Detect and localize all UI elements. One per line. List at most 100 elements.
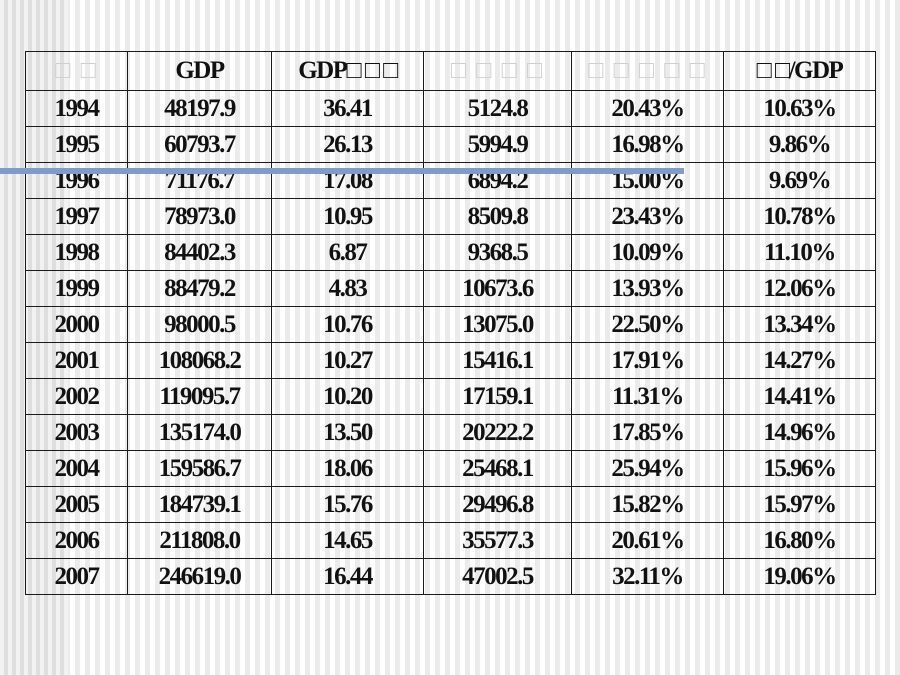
ratio-cell: 13.34% [723,306,876,343]
col3-cell: 29496.8 [423,486,572,523]
gdp-growth-cell: 36.41 [271,90,424,127]
table-row: 2001 108068.2 10.27 15416.1 17.91% 14.27% [25,342,876,379]
col4-cell: 16.98% [571,126,724,163]
col4-cell: 23.43% [571,198,724,235]
gdp-cell: 84402.3 [127,234,272,271]
data-table: □ □ GDP GDP□ □ □ □ □ □ □ □ □ □ □ □ □ □/G… [25,51,876,595]
col4-cell: 22.50% [571,306,724,343]
col3-cell: 10673.6 [423,270,572,307]
table-row: 2000 98000.5 10.76 13075.0 22.50% 13.34% [25,306,876,343]
col4-cell: 15.82% [571,486,724,523]
col3-cell: 9368.5 [423,234,572,271]
col4-cell: 11.31% [571,378,724,415]
gdp-cell: 119095.7 [127,378,272,415]
year-cell: 2002 [25,378,128,415]
year-cell: 1998 [25,234,128,271]
header-col4-label: □ □ □ □ □ [588,57,707,84]
ratio-cell: 15.97% [723,486,876,523]
col3-cell: 5124.8 [423,90,572,127]
gdp-growth-cell: 10.20 [271,378,424,415]
col4-cell: 32.11% [571,558,724,595]
col3-cell: 15416.1 [423,342,572,379]
year-cell: 1995 [25,126,128,163]
ratio-cell: 14.27% [723,342,876,379]
table-row: 2004 159586.7 18.06 25468.1 25.94% 15.96% [25,450,876,487]
header-gdp: GDP [127,51,272,91]
table-row: 1998 84402.3 6.87 9368.5 10.09% 11.10% [25,234,876,271]
gdp-growth-cell: 18.06 [271,450,424,487]
year-cell: 2004 [25,450,128,487]
col4-cell: 10.09% [571,234,724,271]
ratio-cell: 16.80% [723,522,876,559]
ratio-cell: 9.69% [723,162,876,199]
table-row: 2002 119095.7 10.20 17159.1 11.31% 14.41% [25,378,876,415]
year-cell: 2006 [25,522,128,559]
col3-cell: 5994.9 [423,126,572,163]
header-year-label: □ □ [55,57,98,84]
gdp-cell: 60793.7 [127,126,272,163]
gdp-cell: 78973.0 [127,198,272,235]
gdp-growth-cell: 14.65 [271,522,424,559]
header-ratio-gdp: □ □/GDP [723,51,876,91]
year-cell: 2001 [25,342,128,379]
gdp-growth-cell: 10.76 [271,306,424,343]
gdp-cell: 135174.0 [127,414,272,451]
gdp-cell: 159586.7 [127,450,272,487]
ratio-cell: 10.63% [723,90,876,127]
header-col4: □ □ □ □ □ [571,51,724,91]
table-container: □ □ GDP GDP□ □ □ □ □ □ □ □ □ □ □ □ □ □/G… [25,51,876,595]
header-year: □ □ [25,51,128,91]
year-cell: 1999 [25,270,128,307]
gdp-growth-cell: 13.50 [271,414,424,451]
year-cell: 2003 [25,414,128,451]
gdp-growth-cell: 26.13 [271,126,424,163]
col4-cell: 25.94% [571,450,724,487]
table-row: 1994 48197.9 36.41 5124.8 20.43% 10.63% [25,90,876,127]
year-cell: 2007 [25,558,128,595]
gdp-cell: 108068.2 [127,342,272,379]
ratio-cell: 11.10% [723,234,876,271]
ratio-cell: 10.78% [723,198,876,235]
table-row: 2006 211808.0 14.65 35577.3 20.61% 16.80% [25,522,876,559]
col3-cell: 47002.5 [423,558,572,595]
year-cell: 1997 [25,198,128,235]
gdp-growth-cell: 6.87 [271,234,424,271]
table-row: 1995 60793.7 26.13 5994.9 16.98% 9.86% [25,126,876,163]
table-body: 1994 48197.9 36.41 5124.8 20.43% 10.63% 1995 60… [25,90,876,595]
col4-cell: 20.61% [571,522,724,559]
accent-line [0,168,684,174]
gdp-cell: 211808.0 [127,522,272,559]
table-row: 2005 184739.1 15.76 29496.8 15.82% 15.97% [25,486,876,523]
col4-cell: 17.91% [571,342,724,379]
ratio-cell: 15.96% [723,450,876,487]
year-cell: 2000 [25,306,128,343]
gdp-cell: 98000.5 [127,306,272,343]
gdp-cell: 88479.2 [127,270,272,307]
year-cell: 1994 [25,90,128,127]
gdp-growth-cell: 15.76 [271,486,424,523]
col3-cell: 20222.2 [423,414,572,451]
gdp-growth-cell: 4.83 [271,270,424,307]
col3-cell: 25468.1 [423,450,572,487]
gdp-growth-cell: 16.44 [271,558,424,595]
col3-cell: 13075.0 [423,306,572,343]
year-cell: 2005 [25,486,128,523]
table-row: 2003 135174.0 13.50 20222.2 17.85% 14.96% [25,414,876,451]
header-col3-label: □ □ □ □ [450,57,545,84]
header-row: □ □ GDP GDP□ □ □ □ □ □ □ □ □ □ □ □ □ □/G… [25,51,876,91]
header-gdp-growth: GDP□ □ □ [271,51,424,91]
col4-cell: 17.85% [571,414,724,451]
gdp-cell: 246619.0 [127,558,272,595]
gdp-growth-cell: 10.95 [271,198,424,235]
col3-cell: 35577.3 [423,522,572,559]
ratio-cell: 14.41% [723,378,876,415]
gdp-cell: 48197.9 [127,90,272,127]
gdp-cell: 184739.1 [127,486,272,523]
table-row: 1997 78973.0 10.95 8509.8 23.43% 10.78% [25,198,876,235]
header-col3: □ □ □ □ [423,51,572,91]
col3-cell: 17159.1 [423,378,572,415]
table-header: □ □ GDP GDP□ □ □ □ □ □ □ □ □ □ □ □ □ □/G… [25,51,876,91]
ratio-cell: 12.06% [723,270,876,307]
table-row: 2007 246619.0 16.44 47002.5 32.11% 19.06% [25,558,876,595]
ratio-cell: 9.86% [723,126,876,163]
